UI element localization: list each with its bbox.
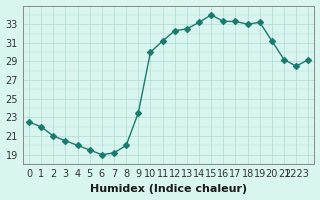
X-axis label: Humidex (Indice chaleur): Humidex (Indice chaleur) [90,184,247,194]
